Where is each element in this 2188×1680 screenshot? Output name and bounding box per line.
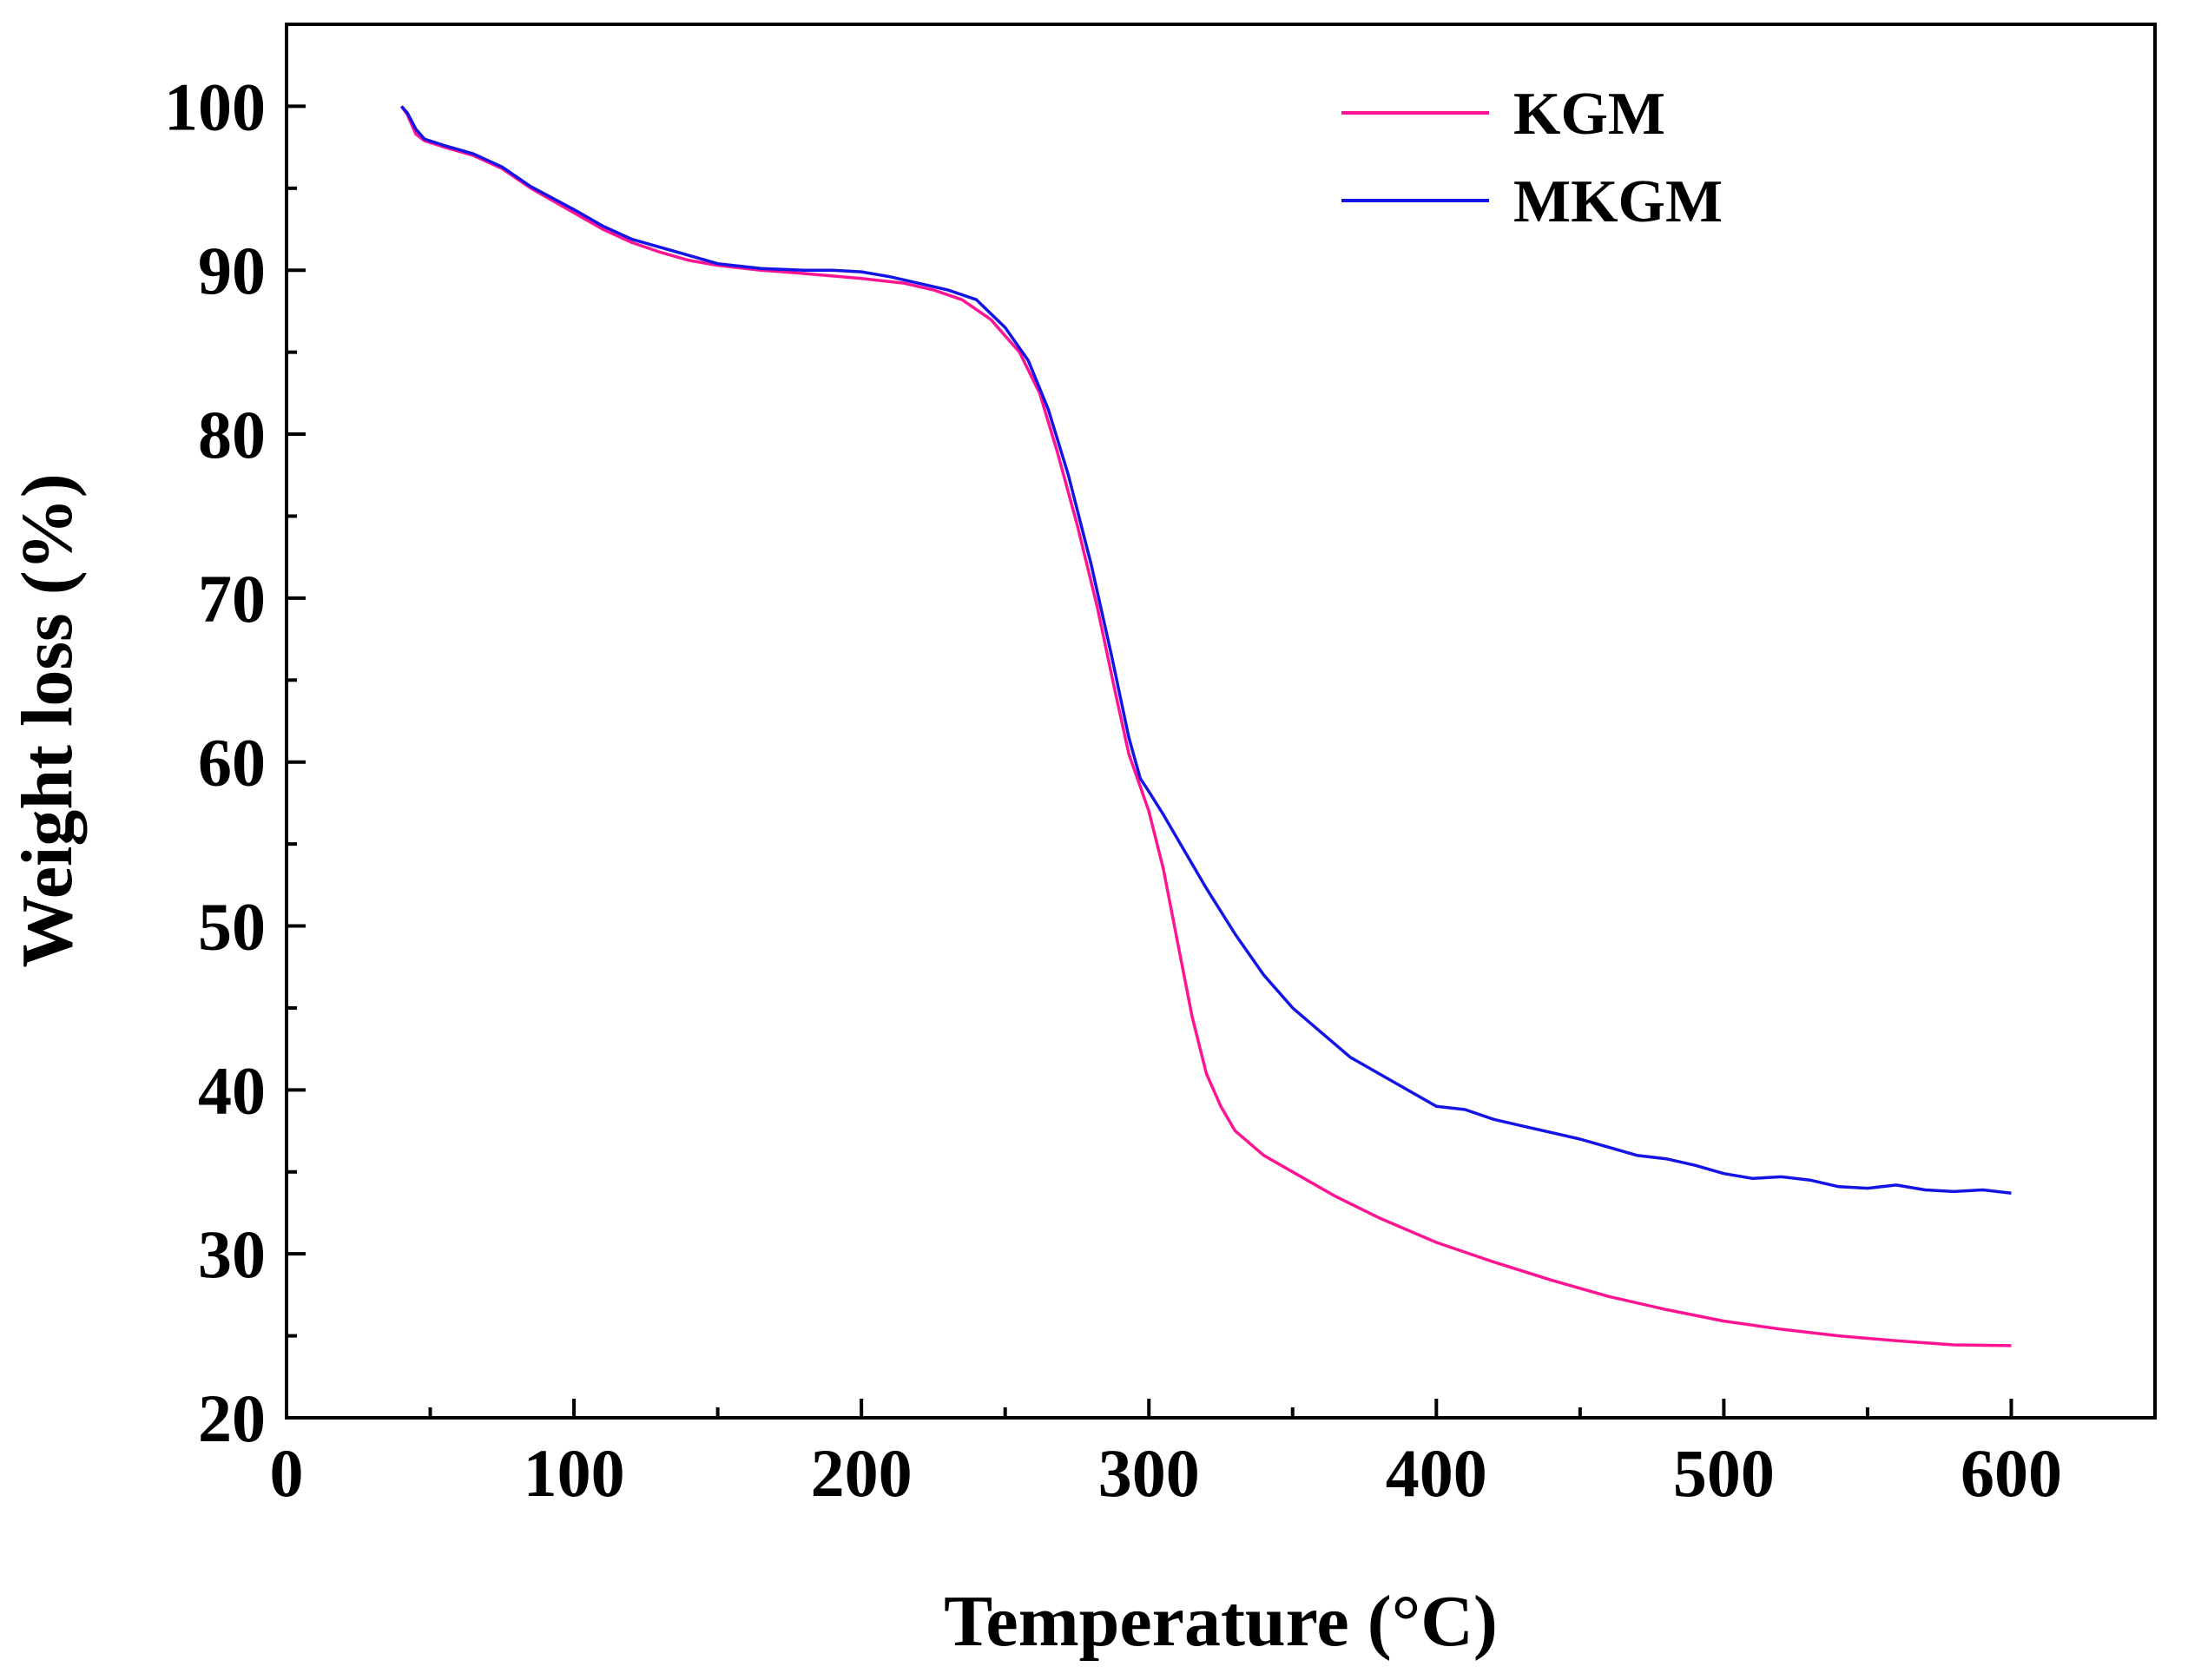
y-tick-label: 60	[198, 725, 266, 800]
legend-label-mkgm: MKGM	[1513, 168, 1723, 235]
series-line-mkgm	[400, 105, 2012, 1196]
x-tick-labels: 0 100 200 300 400 500 600	[270, 1435, 2062, 1511]
axis-ticks	[285, 104, 2013, 1420]
x-axis-title: Temperature (°C)	[944, 1581, 1498, 1662]
y-tick-label: 20	[198, 1380, 266, 1456]
y-axis-title: Weight loss (%)	[7, 473, 88, 967]
x-tick-label: 600	[1961, 1435, 2062, 1511]
y-tick-label: 80	[198, 397, 266, 472]
y-tick-label: 90	[198, 233, 266, 308]
series-line-kgm	[399, 105, 2012, 1347]
plot-frame	[285, 23, 2157, 1420]
x-tick-label: 200	[811, 1435, 913, 1511]
y-tick-label: 40	[198, 1052, 266, 1128]
legend: KGM MKGM	[1341, 81, 1723, 235]
series-lines	[399, 105, 2012, 1347]
legend-label-kgm: KGM	[1513, 81, 1665, 148]
x-tick-label: 400	[1386, 1435, 1487, 1511]
y-tick-label: 30	[198, 1216, 266, 1292]
y-tick-label: 100	[164, 69, 266, 144]
y-tick-labels: 20 30 40 50 60 70 80 90 100	[164, 69, 266, 1456]
x-tick-label: 500	[1673, 1435, 1775, 1511]
y-tick-label: 70	[198, 561, 266, 636]
x-tick-label: 300	[1098, 1435, 1200, 1511]
x-tick-label: 100	[524, 1435, 625, 1511]
y-tick-label: 50	[198, 889, 266, 965]
x-tick-label: 0	[270, 1435, 304, 1511]
